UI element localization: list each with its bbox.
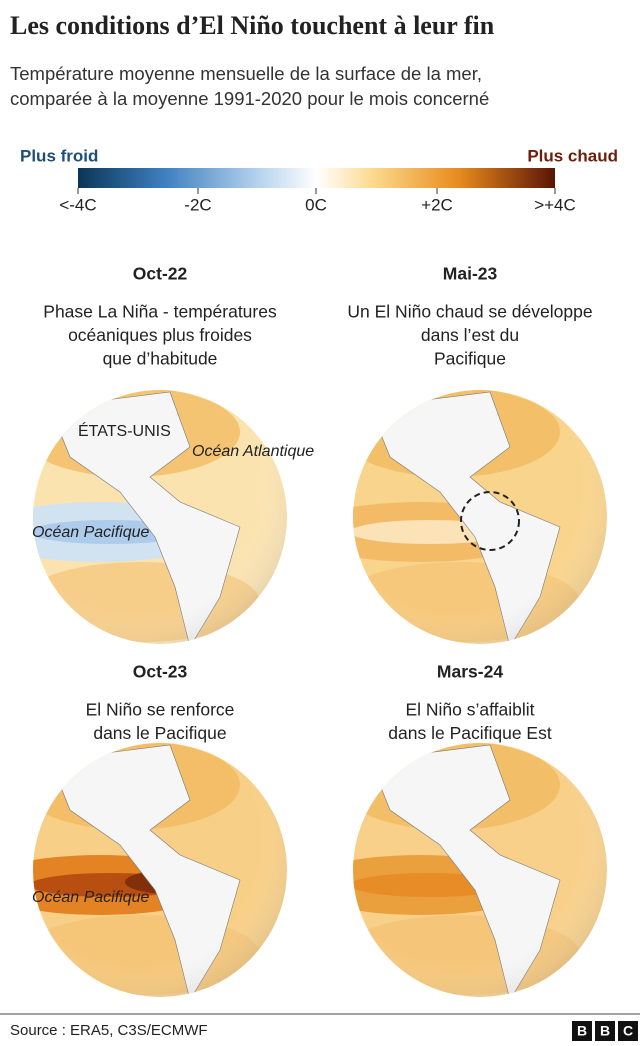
tick-label: 0C (305, 195, 327, 214)
panel-date: Oct-23 (133, 662, 188, 682)
map-label: ÉTATS-UNIS (78, 421, 171, 440)
globe (353, 743, 607, 997)
logo-box (618, 1021, 638, 1041)
legend-warm: Plus chaud (527, 146, 618, 165)
globe-shade (33, 390, 287, 644)
panel-date: Mai-23 (443, 264, 498, 284)
legend-cold: Plus froid (20, 146, 98, 165)
globe-shade (33, 743, 287, 997)
panel-caption: Un El Niño chaud se développe (347, 302, 592, 322)
tick-label: -2C (184, 195, 211, 214)
panel-date: Oct-22 (133, 264, 188, 284)
logo-box (572, 1021, 592, 1041)
panel-caption: Phase La Niña - températures (43, 302, 277, 322)
panel-caption: dans l’est du (421, 325, 519, 345)
panel-caption: dans le Pacifique (93, 723, 226, 743)
subtitle: Température moyenne mensuelle de la surf… (10, 63, 482, 84)
panel-date: Mars-24 (437, 662, 503, 682)
source: Source : ERA5, C3S/ECMWF (10, 1022, 208, 1039)
tick-label: >+4C (534, 195, 576, 214)
panel-caption: que d’habitude (103, 349, 218, 369)
tick-label: +2C (421, 195, 453, 214)
panel-caption: El Niño se renforce (86, 700, 235, 720)
highlight-circle (460, 491, 520, 551)
tick-label: <-4C (59, 195, 96, 214)
panel-caption: dans le Pacifique Est (388, 723, 552, 743)
logo-letter: C (623, 1023, 633, 1039)
map-label: Océan Pacifique (32, 524, 150, 541)
title: Les conditions d’El Niño touchent à leur… (10, 11, 495, 40)
map-label: Océan Pacifique (32, 889, 150, 906)
globe (33, 743, 287, 997)
logo-letter: B (600, 1023, 610, 1039)
globe-shade (353, 743, 607, 997)
logo-letter: B (577, 1023, 587, 1039)
logo-box (595, 1021, 615, 1041)
globe (353, 390, 607, 644)
globe-shade (353, 390, 607, 644)
subtitle: comparée à la moyenne 1991-2020 pour le … (10, 88, 489, 109)
panel-caption: Pacifique (434, 349, 506, 369)
color-scale (78, 168, 555, 188)
map-label: Océan Atlantique (192, 443, 314, 460)
panel-caption: océaniques plus froides (68, 325, 252, 345)
panel-caption: El Niño s’affaiblit (405, 700, 534, 720)
